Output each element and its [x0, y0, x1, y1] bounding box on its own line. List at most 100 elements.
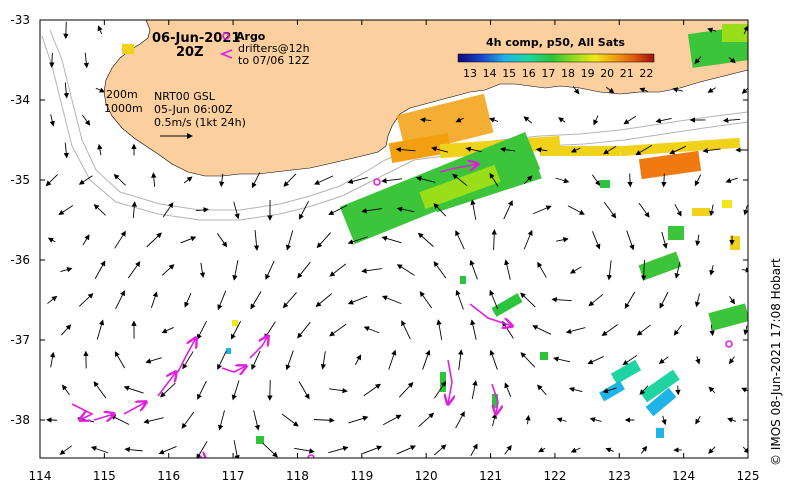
current-vector	[217, 290, 227, 311]
current-vector	[741, 87, 748, 94]
current-vector	[465, 146, 482, 153]
current-vector	[401, 320, 411, 340]
current-vector	[605, 86, 615, 94]
current-vector	[537, 261, 547, 278]
current-vector	[601, 324, 618, 337]
current-vector	[182, 351, 194, 370]
current-vector	[520, 352, 536, 368]
current-vector	[503, 200, 513, 220]
current-vector	[556, 417, 567, 423]
current-vector	[708, 446, 716, 454]
drifter-legend-line1: drifters@12h	[238, 42, 310, 55]
contour-label-200m: 200m	[106, 88, 138, 101]
x-tick-label: 118	[286, 469, 309, 483]
current-vector	[551, 296, 572, 303]
current-vector	[635, 144, 653, 156]
current-vector	[250, 291, 262, 310]
current-vector	[361, 208, 382, 214]
current-vector	[669, 145, 687, 155]
argo-float-marker	[373, 178, 381, 186]
current-vector	[180, 236, 197, 244]
current-vector	[695, 416, 701, 425]
current-vector	[78, 293, 94, 307]
current-vector	[455, 411, 465, 429]
current-vector	[47, 295, 58, 304]
current-vector	[131, 201, 137, 218]
current-vector	[363, 326, 380, 334]
current-vector	[520, 292, 536, 308]
current-vector	[568, 386, 583, 393]
current-vector	[60, 324, 72, 336]
current-vector	[489, 289, 499, 310]
current-vector	[419, 117, 432, 123]
current-vector	[123, 385, 144, 394]
current-vector	[470, 443, 478, 456]
colorbar-tick-label: 19	[581, 67, 595, 80]
current-vector	[593, 115, 599, 126]
current-vector	[433, 444, 447, 456]
current-vector	[94, 260, 106, 279]
current-vector	[455, 117, 464, 123]
colorbar-tick-label: 21	[620, 67, 634, 80]
y-tick-label: -36	[10, 253, 30, 267]
argo-legend-marker	[222, 32, 230, 40]
current-vector	[641, 445, 648, 454]
current-vector	[160, 382, 176, 398]
current-vector	[422, 349, 431, 370]
current-vector	[728, 57, 736, 64]
current-vector	[217, 233, 228, 248]
current-vector	[282, 292, 297, 309]
colorbar-tick-label: 18	[561, 67, 575, 80]
current-vector	[285, 350, 294, 371]
current-vector	[251, 350, 261, 370]
current-vector	[431, 146, 449, 153]
current-vector	[588, 293, 604, 307]
drifter-legend-marker	[219, 49, 233, 59]
current-time-label: 05-Jun 06:00Z	[154, 103, 233, 116]
current-vector	[743, 325, 748, 336]
x-tick-label: 119	[350, 469, 373, 483]
current-vector	[532, 325, 552, 335]
current-vector	[727, 417, 737, 423]
x-axis-labels: 114 115 116 117 118 119 120 121 122 123 124 125	[29, 469, 760, 483]
current-vector	[523, 116, 533, 124]
current-vector	[638, 202, 650, 218]
current-vector	[592, 231, 601, 250]
current-vector	[743, 25, 748, 35]
current-vector	[328, 387, 348, 394]
current-vector	[127, 261, 141, 279]
current-vector	[570, 147, 581, 153]
current-vector	[49, 351, 56, 368]
current-vector	[500, 146, 516, 153]
current-vector	[158, 446, 177, 455]
current-vector	[313, 417, 335, 423]
current-vector	[199, 262, 206, 279]
current-vector	[532, 205, 552, 215]
current-vector	[709, 265, 715, 276]
current-vector	[281, 413, 299, 427]
current-vector	[436, 319, 443, 340]
current-vector	[708, 386, 716, 394]
current-vector	[570, 447, 581, 453]
current-vector	[347, 177, 368, 185]
current-vector	[722, 117, 741, 124]
current-vector	[455, 289, 464, 310]
current-vector	[537, 384, 547, 396]
current-vector	[197, 380, 207, 400]
current-vector	[143, 417, 164, 424]
current-vector	[709, 204, 715, 217]
current-vector	[184, 293, 192, 308]
current-vector	[183, 176, 193, 184]
plot-frame	[39, 19, 749, 459]
current-vector	[641, 259, 647, 281]
current-vector	[233, 440, 240, 458]
current-vector	[725, 177, 738, 184]
current-vector	[556, 237, 569, 243]
current-vector	[417, 232, 434, 247]
current-vector	[587, 356, 604, 365]
current-vector	[63, 142, 69, 159]
current-vector	[636, 324, 651, 336]
current-vector	[82, 234, 90, 246]
colorbar-tick-label: 16	[522, 67, 536, 80]
